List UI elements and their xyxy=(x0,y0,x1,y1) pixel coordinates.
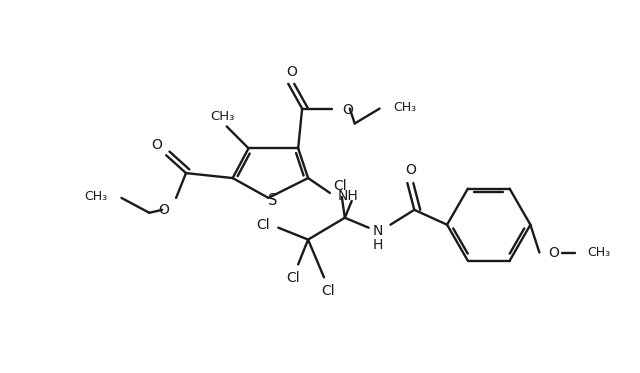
Text: Cl: Cl xyxy=(257,218,270,232)
Text: CH₃: CH₃ xyxy=(84,191,108,203)
Text: O: O xyxy=(405,163,416,177)
Text: O: O xyxy=(151,138,162,152)
Text: N: N xyxy=(372,224,383,238)
Text: Cl: Cl xyxy=(333,179,347,193)
Text: CH₃: CH₃ xyxy=(587,246,610,259)
Text: NH: NH xyxy=(338,189,358,203)
Text: O: O xyxy=(548,245,559,260)
Text: CH₃: CH₃ xyxy=(394,101,417,114)
Text: O: O xyxy=(159,203,170,217)
Text: CH₃: CH₃ xyxy=(211,110,235,123)
Text: Cl: Cl xyxy=(321,284,335,298)
Text: O: O xyxy=(342,103,353,117)
Text: S: S xyxy=(268,193,277,209)
Text: H: H xyxy=(372,238,383,251)
Text: O: O xyxy=(286,65,297,79)
Text: Cl: Cl xyxy=(286,271,300,285)
